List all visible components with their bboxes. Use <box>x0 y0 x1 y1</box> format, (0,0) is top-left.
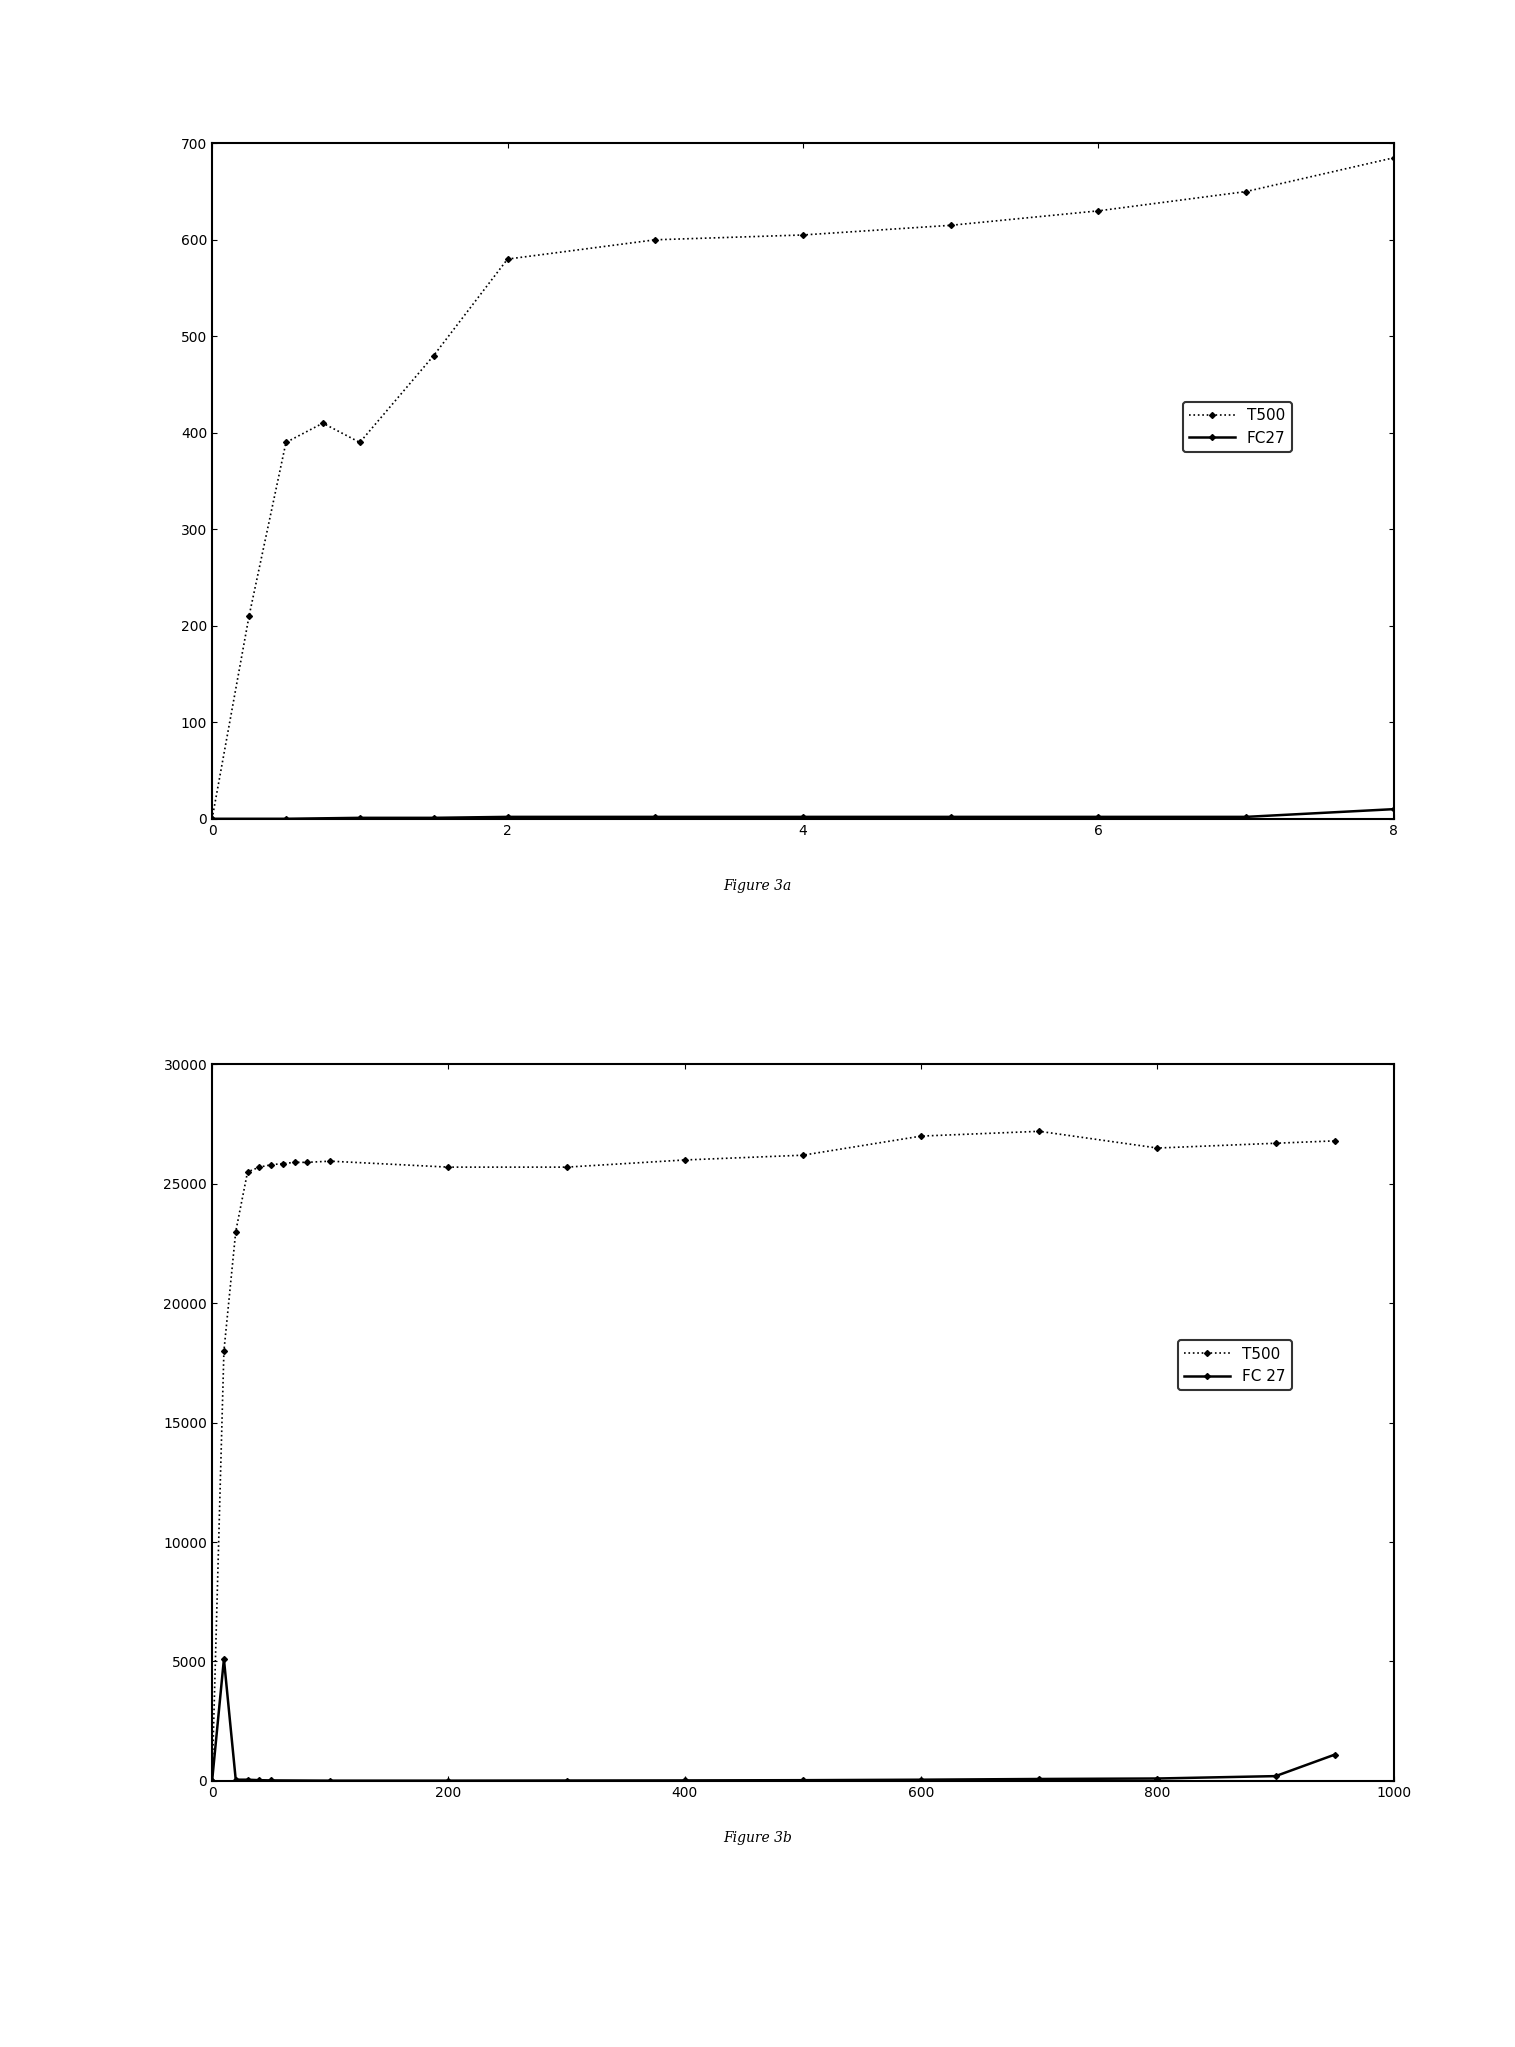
FC27 <box>941 804 961 829</box>
T500 <box>1089 199 1107 223</box>
T500 <box>676 1148 694 1173</box>
FC27 <box>1236 804 1254 829</box>
FC27 <box>498 804 517 829</box>
Legend: T500, FC 27: T500, FC 27 <box>1177 1341 1292 1390</box>
FC27 <box>1385 796 1403 821</box>
FC27 <box>424 807 442 831</box>
FC 27 <box>1267 1765 1285 1789</box>
FC27 <box>645 804 664 829</box>
FC27 <box>203 807 221 831</box>
T500 <box>912 1124 930 1148</box>
Text: Figure 3a: Figure 3a <box>723 880 792 892</box>
T500 <box>314 411 332 436</box>
FC27 <box>1089 804 1107 829</box>
T500 <box>1326 1128 1344 1152</box>
FC 27 <box>439 1769 458 1793</box>
Text: Figure 3b: Figure 3b <box>723 1832 792 1844</box>
Line: FC27: FC27 <box>211 807 1395 821</box>
FC 27 <box>238 1767 256 1791</box>
FC 27 <box>262 1769 280 1793</box>
FC 27 <box>1326 1742 1344 1767</box>
FC 27 <box>558 1769 576 1793</box>
T500 <box>250 1155 268 1179</box>
FC 27 <box>912 1767 930 1791</box>
T500 <box>215 1339 233 1363</box>
Legend: T500, FC27: T500, FC27 <box>1183 401 1292 452</box>
T500 <box>277 430 295 454</box>
Line: FC 27: FC 27 <box>211 1656 1336 1783</box>
T500 <box>203 1769 221 1793</box>
Line: T500: T500 <box>211 156 1395 821</box>
FC 27 <box>203 1769 221 1793</box>
T500 <box>1267 1130 1285 1155</box>
T500 <box>558 1155 576 1179</box>
T500 <box>794 223 812 248</box>
FC 27 <box>215 1646 233 1670</box>
T500 <box>1148 1136 1167 1161</box>
FC 27 <box>227 1767 245 1791</box>
FC 27 <box>1148 1767 1167 1791</box>
T500 <box>203 807 221 831</box>
T500 <box>941 213 961 237</box>
T500 <box>297 1150 315 1175</box>
T500 <box>239 604 258 628</box>
T500 <box>794 1142 812 1167</box>
T500 <box>645 227 664 252</box>
T500 <box>286 1150 305 1175</box>
FC27 <box>277 807 295 831</box>
FC 27 <box>250 1769 268 1793</box>
FC27 <box>351 807 370 831</box>
T500 <box>238 1159 256 1183</box>
FC 27 <box>676 1769 694 1793</box>
FC27 <box>794 804 812 829</box>
FC 27 <box>794 1769 812 1793</box>
T500 <box>439 1155 458 1179</box>
T500 <box>424 344 442 368</box>
T500 <box>1236 180 1254 205</box>
T500 <box>1030 1120 1048 1144</box>
T500 <box>274 1150 292 1175</box>
Line: T500: T500 <box>211 1130 1336 1783</box>
T500 <box>498 248 517 272</box>
T500 <box>321 1148 339 1173</box>
T500 <box>227 1220 245 1245</box>
T500 <box>1385 145 1403 170</box>
FC 27 <box>1030 1767 1048 1791</box>
T500 <box>351 430 370 454</box>
FC 27 <box>321 1769 339 1793</box>
T500 <box>262 1152 280 1177</box>
